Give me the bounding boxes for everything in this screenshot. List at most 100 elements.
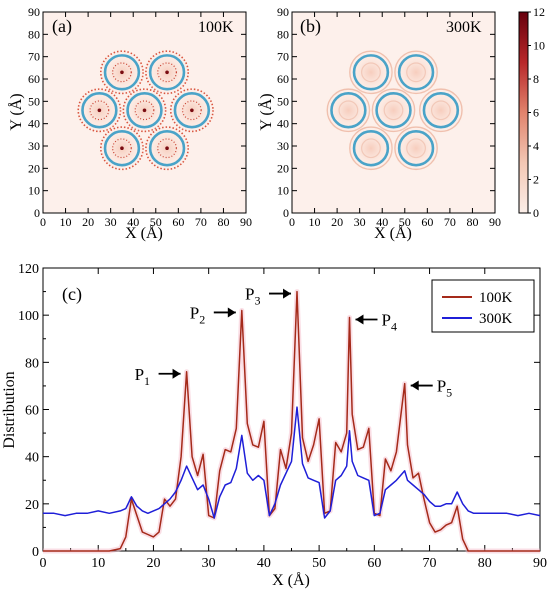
series-100k-line — [43, 290, 540, 552]
panel-a-density-ring — [112, 138, 132, 159]
peak-arrow-head — [227, 307, 236, 318]
panel-a-x-tick-label: 40 — [127, 215, 139, 229]
panel-c-label: (c) — [62, 284, 82, 305]
panel-b-y-tick-label: 90 — [277, 5, 289, 19]
peak-arrow-head — [283, 288, 292, 299]
peak-arrow-head — [410, 380, 419, 391]
panel-a-y-tick-label: 60 — [28, 72, 40, 86]
panel-a-tube-wall — [173, 92, 211, 129]
panel-a-x-tick-label: 30 — [105, 215, 117, 229]
panel-a-density-ring — [145, 50, 190, 95]
colorbar-tick-label: 2 — [533, 173, 539, 187]
panel-b-density-ring — [338, 100, 359, 121]
panel-b-density-ring — [361, 62, 381, 83]
panel-a-x-tick-label: 0 — [40, 215, 46, 229]
panel-b-y-tick-label: 40 — [277, 117, 289, 131]
panel-b-y-tick-label: 60 — [277, 72, 289, 86]
panel-a-density-ring — [145, 126, 190, 171]
panel-b-x-tick-label: 50 — [399, 215, 411, 229]
panel-a-tube-wall — [103, 130, 141, 167]
panel-a-tube-wall — [148, 54, 186, 91]
panel-b-x-tick-label: 20 — [331, 215, 343, 229]
panel-c-x-tick-label: 20 — [146, 556, 160, 571]
panel-a-density-peak — [120, 70, 124, 75]
peak-arrow-head — [355, 314, 364, 325]
panel-b-density-ring — [371, 88, 416, 133]
panel-a-density-ring — [157, 62, 177, 83]
panel-a-tube-wall — [103, 54, 141, 91]
colorbar-tick-label: 10 — [533, 39, 545, 53]
series-300k-line — [43, 406, 541, 519]
panel-b-heatmap: 0 10 20 30 40 50 60 70 80 90 0 10 20 30 40 50 60 70 80 90 (… — [257, 5, 501, 242]
panel-c-x-tick-label: 10 — [91, 556, 105, 571]
panel-b-tube-wall — [375, 92, 412, 129]
panel-b-density-ring — [394, 50, 438, 95]
panel-b-density-ring — [361, 138, 381, 159]
colorbar-tick-label: 12 — [533, 5, 545, 19]
panel-a-y-tick-label: 50 — [28, 94, 40, 108]
panel-a-y-tick-label: 30 — [28, 139, 40, 153]
panel-a-y-tick-label: 40 — [28, 117, 40, 131]
panel-a-y-axis-label: Y (Å) — [7, 93, 25, 130]
colorbar-gradient — [518, 11, 529, 214]
panel-a-x-tick-label: 50 — [150, 215, 162, 229]
panel-b-x-tick-label: 0 — [289, 215, 295, 229]
peak-arrow-head — [172, 368, 181, 379]
panel-b-tube-halo — [414, 84, 468, 137]
panel-a-x-tick-label: 80 — [217, 215, 229, 229]
panel-b-density-ring — [419, 88, 463, 133]
panel-c-y-tick-label: 100 — [18, 309, 39, 324]
legend-300k-label: 300K — [479, 311, 513, 327]
panel-b-tube-wall — [352, 54, 390, 91]
panel-b-y-tick-label: 30 — [277, 139, 289, 153]
panel-b-y-tick-label: 0 — [283, 206, 289, 220]
panel-a-y-tick-label: 90 — [28, 5, 40, 19]
panel-a-y-tick-label: 10 — [28, 184, 40, 198]
panel-c-y-tick-label: 20 — [25, 498, 39, 513]
panel-b-y-tick-label: 20 — [277, 161, 289, 175]
panel-a-x-tick-label: 10 — [60, 215, 72, 229]
panel-a-heatmap: 0 10 20 30 40 50 60 70 80 90 0 10 20 30 40 50 60 70 80 90 (… — [7, 5, 252, 242]
panel-b-tube-wall — [397, 130, 435, 167]
panel-a-y-tick-label: 80 — [28, 27, 40, 41]
panel-c-x-tick-label: 30 — [202, 556, 216, 571]
panel-c-y-axis-label: Distribution — [1, 371, 18, 448]
panel-a-x-tick-label: 60 — [172, 215, 184, 229]
panel-c-y-tick-label: 120 — [18, 262, 39, 277]
panel-b-tube-wall — [422, 92, 460, 129]
panel-a-density-ring — [89, 100, 110, 121]
legend-box — [431, 279, 535, 333]
colorbar-tick-label: 4 — [533, 139, 539, 153]
panel-b-x-tick-label: 30 — [354, 215, 366, 229]
legend: 100K 300K — [431, 279, 535, 333]
panel-a-tube-wall — [148, 130, 186, 167]
panel-b-x-axis-label: X (Å) — [374, 224, 412, 242]
panel-b-density-ring — [430, 100, 451, 121]
panel-b-x-tick-label: 10 — [309, 215, 321, 229]
panel-a-density-ring — [122, 88, 167, 133]
panel-b-label: (b) — [300, 16, 321, 37]
panel-c-x-tick-label: 80 — [478, 556, 492, 571]
panel-c-y-tick-label: 0 — [32, 545, 39, 560]
panel-b-tube-halo — [322, 84, 375, 137]
panel-c-x-tick-label: 0 — [40, 556, 47, 571]
panel-a-density-peak — [142, 108, 147, 113]
panel-b-y-tick-label: 10 — [277, 184, 289, 198]
panel-b-tube-wall — [352, 130, 390, 167]
panel-c-x-tick-label: 70 — [423, 556, 437, 571]
panel-c-x-tick-label: 60 — [367, 556, 381, 571]
panel-a-density-peak — [97, 108, 102, 113]
colorbar-tick-label: 8 — [533, 72, 539, 86]
panel-b-density-ring — [394, 126, 438, 171]
panel-b-tube-halo — [389, 46, 443, 99]
panel-b-x-tick-label: 40 — [376, 215, 388, 229]
panel-a-x-tick-label: 70 — [195, 215, 207, 229]
panel-b-tube-wall — [330, 92, 367, 129]
panel-c-x-tick-label: 90 — [533, 556, 547, 571]
panel-b-density-ring — [406, 62, 426, 83]
panel-b-x-tick-label: 90 — [489, 215, 501, 229]
panel-a-x-axis-label: X (Å) — [125, 224, 163, 242]
panel-a-label: (a) — [52, 16, 72, 37]
panel-b-x-tick-label: 80 — [466, 215, 478, 229]
